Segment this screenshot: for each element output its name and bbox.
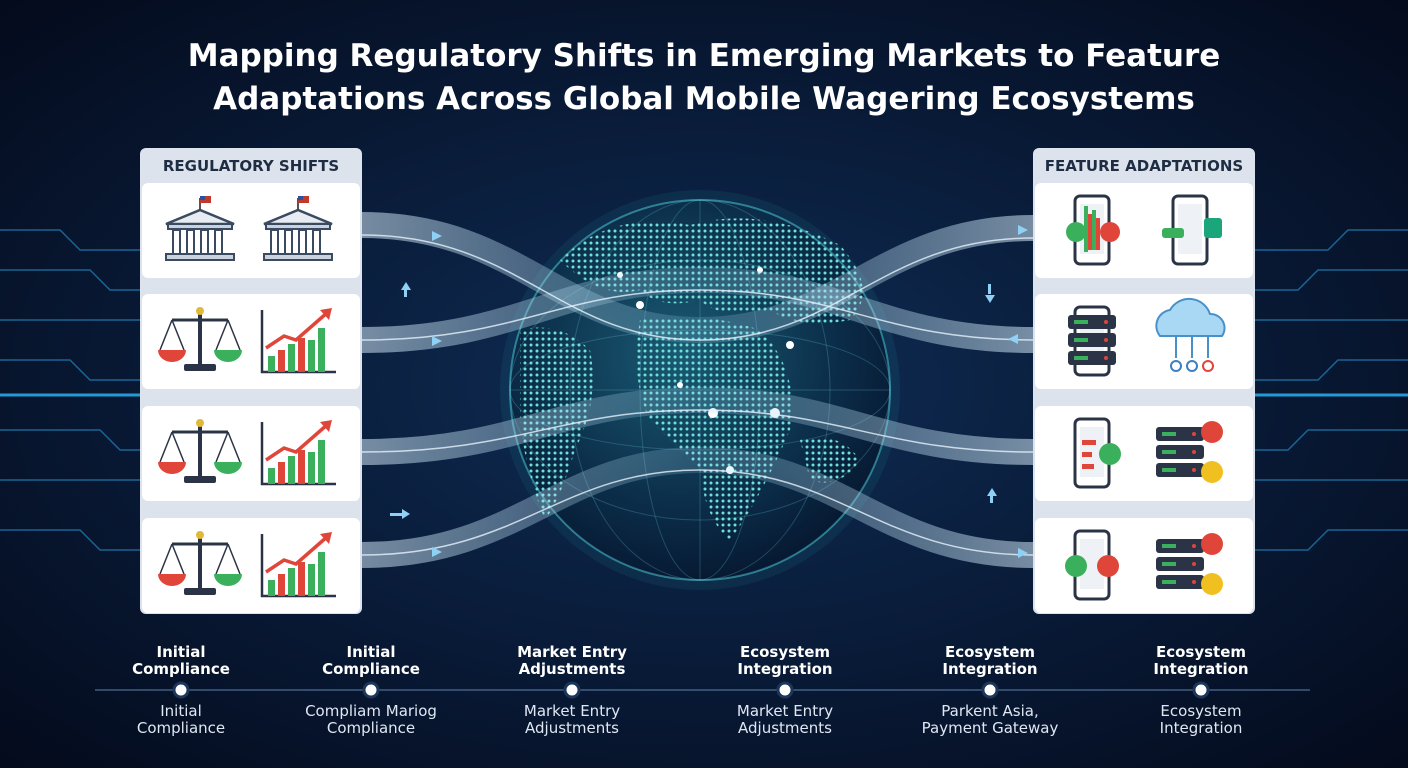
milestone-node bbox=[981, 681, 999, 699]
milestone-detail: Compliance bbox=[327, 719, 415, 737]
panel-header: FEATURE ADAPTATIONS bbox=[1045, 157, 1243, 175]
milestone-label: Compliance bbox=[132, 660, 230, 678]
milestone-label: Adjustments bbox=[519, 660, 626, 678]
title-line: Mapping Regulatory Shifts in Emerging Ma… bbox=[188, 38, 1221, 74]
milestone-label: Ecosystem bbox=[740, 643, 830, 661]
milestone-detail: Market Entry bbox=[737, 702, 833, 720]
milestone-detail: Adjustments bbox=[738, 719, 832, 737]
arrows bbox=[390, 225, 1028, 558]
milestone-node bbox=[172, 681, 190, 699]
milestone-detail: Adjustments bbox=[525, 719, 619, 737]
timeline-items: InitialComplianceInitialComplianceInitia… bbox=[132, 643, 1249, 737]
title: Mapping Regulatory Shifts in Emerging Ma… bbox=[188, 38, 1221, 117]
milestone-node bbox=[1192, 681, 1210, 699]
title-line: Adaptations Across Global Mobile Wagerin… bbox=[213, 81, 1195, 117]
milestone-detail: Compliam Mariog bbox=[305, 702, 437, 720]
milestone-label: Initial bbox=[157, 643, 206, 661]
milestone-detail: Market Entry bbox=[524, 702, 620, 720]
milestone-detail: Ecosystem bbox=[1160, 702, 1241, 720]
flow-bands bbox=[349, 212, 1046, 568]
milestone-detail: Payment Gateway bbox=[922, 719, 1059, 737]
milestone-label: Market Entry bbox=[517, 643, 627, 661]
milestone-node bbox=[563, 681, 581, 699]
milestone-label: Ecosystem bbox=[1156, 643, 1246, 661]
feature-icons bbox=[1065, 194, 1226, 601]
right-panel: FEATURE ADAPTATIONS bbox=[1033, 148, 1255, 614]
circuit-lines bbox=[0, 229, 1408, 551]
flow-lines bbox=[361, 234, 1034, 556]
milestone-detail: Parkent Asia, bbox=[941, 702, 1038, 720]
milestone-detail: Compliance bbox=[137, 719, 225, 737]
milestone-label: Initial bbox=[347, 643, 396, 661]
milestone-node bbox=[776, 681, 794, 699]
panel-header: REGULATORY SHIFTS bbox=[163, 157, 339, 175]
milestone-label: Integration bbox=[737, 660, 832, 678]
milestone-label: Integration bbox=[942, 660, 1037, 678]
left-panel: REGULATORY SHIFTS bbox=[140, 148, 362, 614]
milestone-label: Ecosystem bbox=[945, 643, 1035, 661]
milestone-detail: Initial bbox=[160, 702, 202, 720]
milestone-detail: Integration bbox=[1160, 719, 1243, 737]
milestone-node bbox=[362, 681, 380, 699]
milestone-label: Integration bbox=[1153, 660, 1248, 678]
milestone-label: Compliance bbox=[322, 660, 420, 678]
